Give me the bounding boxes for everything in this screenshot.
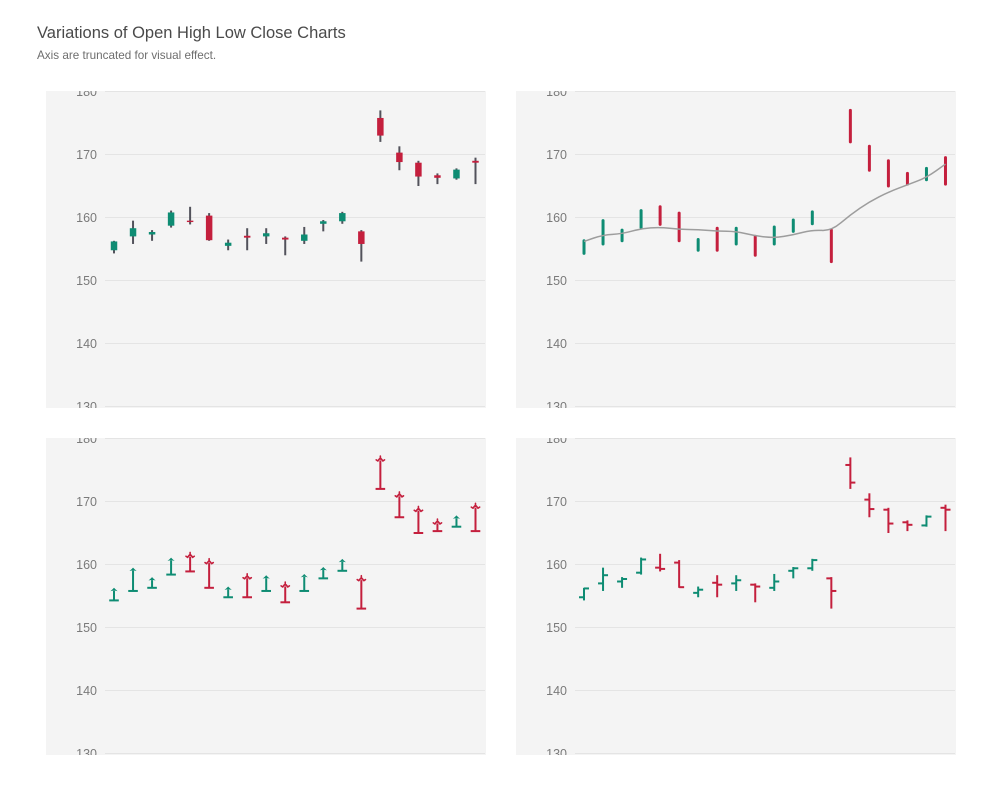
svg-text:150: 150: [546, 274, 567, 288]
svg-text:170: 170: [76, 148, 97, 162]
svg-text:140: 140: [546, 684, 567, 698]
svg-text:140: 140: [76, 337, 97, 351]
svg-text:180: 180: [76, 438, 97, 446]
svg-text:150: 150: [546, 621, 567, 635]
svg-text:140: 140: [76, 684, 97, 698]
svg-text:170: 170: [546, 148, 567, 162]
svg-text:170: 170: [76, 495, 97, 509]
svg-text:150: 150: [76, 621, 97, 635]
svg-text:150: 150: [76, 274, 97, 288]
svg-text:160: 160: [76, 211, 97, 225]
svg-text:180: 180: [76, 91, 97, 99]
svg-text:180: 180: [546, 91, 567, 99]
svg-text:160: 160: [546, 211, 567, 225]
svg-text:130: 130: [546, 400, 567, 408]
svg-text:130: 130: [76, 747, 97, 755]
svg-text:160: 160: [546, 558, 567, 572]
svg-text:170: 170: [546, 495, 567, 509]
svg-text:180: 180: [546, 438, 567, 446]
svg-text:130: 130: [546, 747, 567, 755]
svg-text:130: 130: [76, 400, 97, 408]
svg-text:160: 160: [76, 558, 97, 572]
svg-text:140: 140: [546, 337, 567, 351]
